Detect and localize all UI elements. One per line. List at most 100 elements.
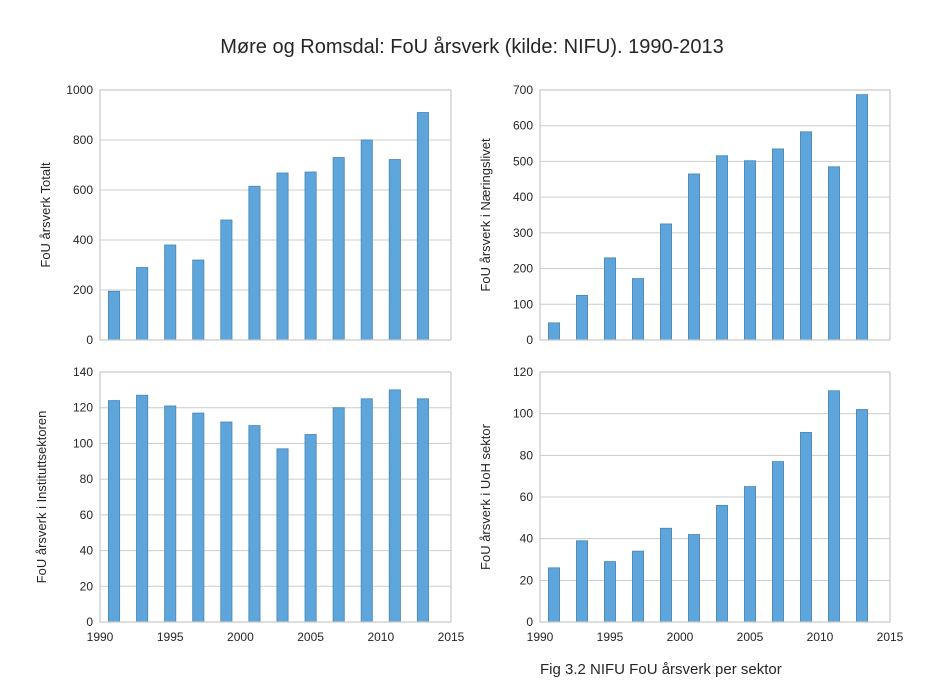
bar <box>660 527 673 623</box>
bar <box>800 131 813 341</box>
bar <box>632 550 645 623</box>
bar <box>136 267 149 341</box>
y-tick-label: 60 <box>80 508 94 522</box>
bar <box>548 322 561 341</box>
bar <box>744 486 757 623</box>
bar <box>108 400 121 623</box>
bar <box>220 421 233 623</box>
y-tick-label: 0 <box>86 615 93 629</box>
x-tick-label: 2010 <box>367 630 394 644</box>
x-tick-label: 1990 <box>527 630 554 644</box>
figure-caption: Fig 3.2 NIFU FoU årsverk per sektor <box>540 661 782 678</box>
bar <box>388 389 401 623</box>
x-tick-label: 2000 <box>227 630 254 644</box>
y-tick-label: 100 <box>513 297 533 311</box>
y-axis-label: FoU årsverk i UoH sektor <box>478 423 493 570</box>
x-tick-label: 2000 <box>667 630 694 644</box>
y-axis-label: FoU årsverk i Næringslivet <box>478 138 493 292</box>
y-axis-label: FoU årsverk i Instituttsektoren <box>34 411 49 584</box>
bar <box>360 398 373 623</box>
bar <box>332 157 345 341</box>
bar <box>276 448 289 623</box>
x-tick-label: 1995 <box>157 630 184 644</box>
bar <box>716 504 729 623</box>
y-tick-label: 40 <box>520 532 534 546</box>
panel-naeringslivet: 0 100 200 300 400 500 600 700 FoU årsverk i Næri… <box>478 83 891 347</box>
y-tick-label: 120 <box>513 365 533 379</box>
bar <box>304 434 317 623</box>
y-tick-label: 140 <box>73 365 93 379</box>
y-tick-label: 100 <box>513 407 533 421</box>
y-tick-label: 80 <box>520 448 534 462</box>
bar <box>332 407 345 623</box>
bar <box>416 112 429 341</box>
y-tick-label: 800 <box>73 133 93 147</box>
bar <box>388 159 401 341</box>
y-tick-label: 600 <box>73 183 93 197</box>
bar <box>688 173 701 341</box>
bar <box>604 257 617 341</box>
bar <box>548 567 561 623</box>
bar <box>716 155 729 341</box>
y-tick-label: 100 <box>73 436 93 450</box>
y-tick-label: 80 <box>80 472 94 486</box>
x-tick-label: 2010 <box>807 630 834 644</box>
bar <box>276 172 289 341</box>
bar <box>164 405 177 623</box>
y-tick-label: 0 <box>526 615 533 629</box>
y-tick-label: 200 <box>513 262 533 276</box>
chart-title: Møre og Romsdal: FoU årsverk (kilde: NIF… <box>220 36 724 58</box>
bar <box>772 461 785 623</box>
y-tick-label: 20 <box>520 573 534 587</box>
y-tick-label: 20 <box>80 579 94 593</box>
y-tick-label: 120 <box>73 401 93 415</box>
bar <box>220 219 233 341</box>
bar <box>744 160 757 341</box>
bar <box>772 148 785 341</box>
bar <box>192 259 205 341</box>
x-tick-label: 2015 <box>877 630 904 644</box>
y-tick-label: 600 <box>513 119 533 133</box>
bar <box>856 409 869 623</box>
x-tick-label: 1995 <box>597 630 624 644</box>
bar <box>828 166 841 341</box>
bar <box>248 425 261 623</box>
panel-instituttsektoren: 0 20 40 60 80 100 120 140 1990 1995 2000 2005 2010 20… <box>34 365 465 644</box>
bar <box>576 294 589 341</box>
bar <box>192 412 205 623</box>
y-tick-label: 300 <box>513 226 533 240</box>
y-tick-label: 0 <box>86 333 93 347</box>
bar <box>416 398 429 623</box>
x-tick-label: 1990 <box>87 630 114 644</box>
plot-frame <box>539 371 891 623</box>
x-tick-label: 2005 <box>737 630 764 644</box>
y-axis-label: FoU årsverk Totalt <box>38 162 53 268</box>
plot-frame <box>99 371 452 623</box>
bar <box>632 278 645 341</box>
bar <box>248 185 261 341</box>
y-tick-label: 40 <box>80 544 94 558</box>
y-tick-label: 400 <box>513 190 533 204</box>
y-tick-label: 200 <box>73 283 93 297</box>
plot-frame <box>539 89 891 341</box>
x-tick-label: 2015 <box>438 630 465 644</box>
y-tick-label: 500 <box>513 154 533 168</box>
x-tick-label: 2005 <box>297 630 324 644</box>
y-tick-label: 0 <box>526 333 533 347</box>
bar <box>108 290 121 341</box>
bar <box>136 394 149 623</box>
bar <box>604 561 617 623</box>
bar <box>164 244 177 341</box>
bar <box>800 432 813 623</box>
bar <box>304 171 317 341</box>
plot-frame <box>99 89 452 341</box>
y-tick-label: 60 <box>520 490 534 504</box>
panel-totalt: 0 200 400 600 800 1000 FoU årsverk Totalt <box>38 83 452 347</box>
bar <box>360 139 373 341</box>
y-tick-label: 1000 <box>66 83 93 97</box>
bar <box>688 534 701 623</box>
y-tick-label: 700 <box>513 83 533 97</box>
bar <box>828 390 841 623</box>
panel-uoh: 0 20 40 60 80 100 120 1990 1995 2000 2005 2010 2015 F… <box>478 365 904 644</box>
